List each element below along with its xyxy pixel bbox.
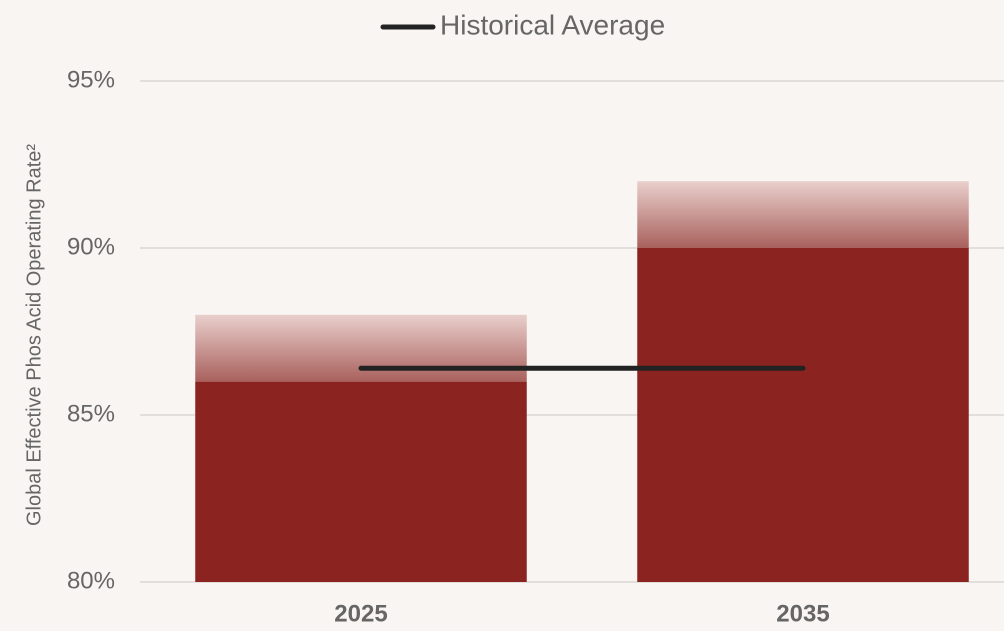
y-tick-label: 80% — [67, 567, 115, 594]
bar — [195, 314, 527, 382]
bar — [637, 248, 969, 582]
bar — [195, 381, 527, 582]
y-tick-label: 85% — [67, 400, 115, 427]
y-tick-label: 95% — [67, 66, 115, 93]
x-tick-label: 2025 — [334, 600, 387, 627]
y-axis-label: Global Effective Phos Acid Operating Rat… — [23, 144, 45, 526]
x-tick-label: 2035 — [776, 600, 829, 627]
y-tick-label: 90% — [67, 233, 115, 260]
legend-label: Historical Average — [440, 9, 665, 40]
bar — [637, 181, 969, 248]
